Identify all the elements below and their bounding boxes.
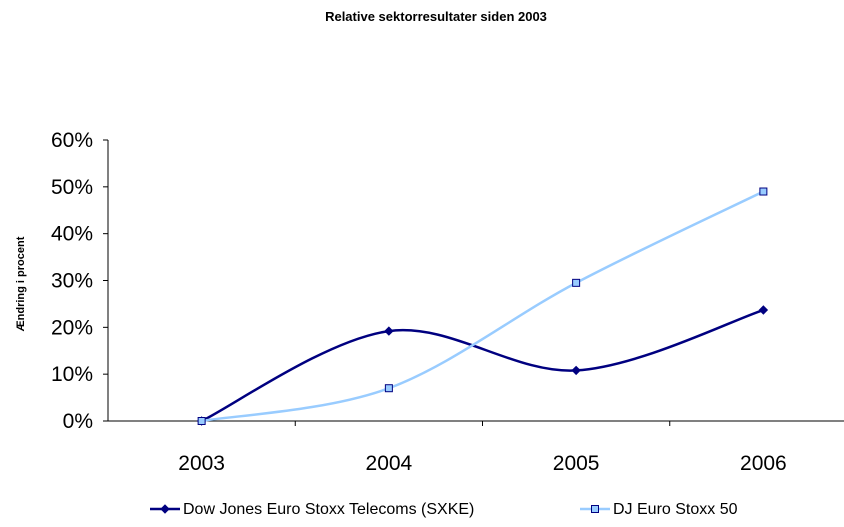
x-tick-label: 2005 xyxy=(553,452,600,475)
legend-swatch-marker xyxy=(591,505,599,513)
y-tick-label: 10% xyxy=(51,363,93,386)
series-stoxx50-line xyxy=(201,190,764,423)
series-stoxx50-point xyxy=(572,278,581,287)
y-tick-label: 30% xyxy=(51,270,93,293)
series-telecoms-line xyxy=(201,308,764,423)
chart-title: Relative sektorresultater siden 2003 xyxy=(325,9,547,24)
y-tick-label: 50% xyxy=(51,176,93,199)
series-stoxx50-point xyxy=(384,384,393,393)
x-tick-label: 2006 xyxy=(740,452,787,475)
series-telecoms-point xyxy=(384,326,394,336)
legend-label: Dow Jones Euro Stoxx Telecoms (SXKE) xyxy=(183,501,474,518)
y-tick-label: 40% xyxy=(51,223,93,246)
series-telecoms-point xyxy=(571,365,581,376)
series-stoxx50-point xyxy=(759,187,768,196)
y-axis-label: Ændring i procent xyxy=(15,236,27,331)
y-tick-label: 60% xyxy=(51,129,93,152)
x-tick-label: 2004 xyxy=(366,452,413,475)
legend-label: DJ Euro Stoxx 50 xyxy=(613,501,738,518)
x-tick-label: 2003 xyxy=(178,452,225,475)
y-tick-label: 20% xyxy=(51,316,93,339)
series-telecoms-point xyxy=(758,305,769,315)
legend-swatch-marker xyxy=(160,504,170,514)
y-tick-label: 0% xyxy=(63,410,93,433)
series-stoxx50-point xyxy=(197,417,206,425)
